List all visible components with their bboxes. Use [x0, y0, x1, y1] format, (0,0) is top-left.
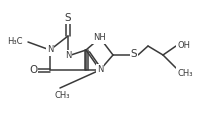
Text: O: O: [29, 65, 37, 75]
Text: NH: NH: [93, 33, 105, 43]
Text: N: N: [97, 65, 103, 75]
Text: S: S: [65, 13, 71, 23]
Text: H₃C: H₃C: [8, 36, 23, 45]
Text: N: N: [65, 51, 71, 60]
Text: CH₃: CH₃: [177, 68, 193, 77]
Text: N: N: [47, 45, 53, 55]
Text: OH: OH: [178, 40, 190, 50]
Text: CH₃: CH₃: [54, 90, 70, 99]
Text: S: S: [131, 49, 137, 59]
